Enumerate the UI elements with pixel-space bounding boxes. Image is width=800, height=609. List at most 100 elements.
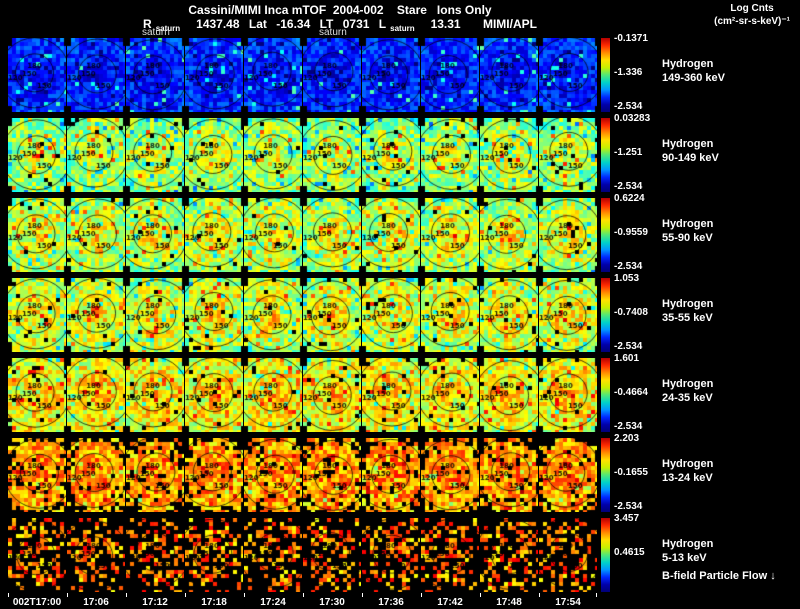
heatmap-panel	[480, 118, 538, 192]
heatmap-panel	[8, 38, 66, 112]
l-label: L	[378, 17, 387, 31]
heatmap-panel	[244, 358, 302, 432]
legend-units-line1: Log Cnts	[730, 3, 774, 14]
colorbar-max-label: 2.203	[614, 433, 640, 444]
time-tick	[596, 593, 597, 597]
heatmap-panel	[67, 38, 125, 112]
l-sub-label: saturn	[390, 24, 415, 34]
r-label: R	[143, 17, 152, 31]
colorbar-max-label: 1.053	[614, 273, 640, 284]
heatmap-panel	[303, 38, 361, 112]
row-energy-label: 5-13 keV	[662, 552, 707, 564]
heatmap-panel	[126, 38, 184, 112]
heatmap-panel	[362, 438, 420, 512]
colorbar-max-label: 0.6224	[614, 193, 645, 204]
colorbar-mid-label: -1.251	[614, 147, 643, 158]
heatmap-panel	[8, 438, 66, 512]
colorbar	[601, 438, 610, 512]
heatmap-panel	[126, 438, 184, 512]
heatmap-panel	[244, 518, 302, 592]
heatmap-panel	[244, 438, 302, 512]
time-label: 17:54	[555, 597, 581, 608]
colorbar-units-legend: Log Cnts (cm²-sr-s-keV)⁻¹	[714, 2, 790, 28]
heatmap-panel	[8, 198, 66, 272]
colorbar-min-label: -2.534	[614, 261, 643, 272]
heatmap-panel	[185, 358, 243, 432]
colorbar-max-label: 0.03283	[614, 113, 651, 124]
heatmap-panel	[126, 278, 184, 352]
heatmap-panel	[126, 198, 184, 272]
row-species-label: Hydrogen	[662, 458, 714, 470]
heatmap-panel	[244, 278, 302, 352]
time-label: 17:06	[83, 597, 109, 608]
heatmap-panel	[362, 358, 420, 432]
time-label: 17:42	[437, 597, 463, 608]
heatmap-panel	[303, 198, 361, 272]
heatmap-panel	[8, 118, 66, 192]
heatmap-panel	[539, 198, 597, 272]
colorbar-mid-label: -0.1655	[614, 467, 648, 478]
time-tick	[67, 593, 68, 597]
r-sub-label: saturn	[155, 24, 181, 34]
heatmap-panel	[185, 118, 243, 192]
heatmap-panel	[421, 358, 479, 432]
heatmap-panel	[126, 118, 184, 192]
row-energy-label: 35-55 keV	[662, 312, 713, 324]
row-species-label: Hydrogen	[662, 378, 714, 390]
time-tick	[126, 593, 127, 597]
heatmap-panel	[362, 38, 420, 112]
heatmap-panel	[67, 358, 125, 432]
heatmap-panel	[67, 438, 125, 512]
time-tick	[539, 593, 540, 597]
time-tick	[8, 593, 9, 597]
heatmap-panel	[539, 358, 597, 432]
heatmap-panel	[67, 278, 125, 352]
heatmap-panel	[480, 518, 538, 592]
time-label: 17:36	[378, 597, 404, 608]
heatmap-panel	[480, 198, 538, 272]
down-arrow-icon: ↓	[770, 570, 776, 582]
lat-value: -16.34	[276, 17, 311, 31]
row-species-label: Hydrogen	[662, 218, 714, 230]
heatmap-panel	[480, 278, 538, 352]
time-label: 17:48	[496, 597, 522, 608]
heatmap-panel	[480, 358, 538, 432]
colorbar	[601, 38, 610, 112]
heatmap-panel	[480, 38, 538, 112]
heatmap-panel	[539, 278, 597, 352]
heatmap-panel	[480, 438, 538, 512]
colorbar-max-label: 1.601	[614, 353, 640, 364]
row-species-label: Hydrogen	[662, 58, 714, 70]
time-tick	[362, 593, 363, 597]
colorbar-max-label: -0.1371	[614, 33, 648, 44]
heatmap-panel	[8, 278, 66, 352]
colorbar-mid-label: -1.336	[614, 67, 643, 78]
time-tick	[421, 593, 422, 597]
bfield-text: B-field Particle Flow	[662, 570, 768, 582]
colorbar	[601, 518, 610, 592]
row-energy-label: 149-360 keV	[662, 72, 725, 84]
colorbar	[601, 198, 610, 272]
colorbar-min-label: -2.534	[614, 421, 643, 432]
heatmap-panel	[362, 198, 420, 272]
row-species-label: Hydrogen	[662, 538, 714, 550]
heatmap-panel	[126, 358, 184, 432]
heatmap-panel	[244, 118, 302, 192]
heatmap-panel	[539, 518, 597, 592]
row-energy-label: 90-149 keV	[662, 152, 719, 164]
heatmap-panel	[303, 278, 361, 352]
row-species-label: Hydrogen	[662, 138, 714, 150]
heatmap-panel	[303, 438, 361, 512]
heatmap-panel	[539, 38, 597, 112]
bfield-flow-label: B-field Particle Flow ↓	[662, 570, 776, 582]
legend-units-line2: (cm²-sr-s-keV)⁻¹	[714, 16, 790, 27]
heatmap-panel	[185, 198, 243, 272]
time-label: 17:30	[319, 597, 345, 608]
heatmap-panel	[421, 38, 479, 112]
time-tick	[480, 593, 481, 597]
row-energy-label: 55-90 keV	[662, 232, 713, 244]
heatmap-panel	[185, 38, 243, 112]
heatmap-panel	[421, 198, 479, 272]
heatmap-panel	[303, 518, 361, 592]
